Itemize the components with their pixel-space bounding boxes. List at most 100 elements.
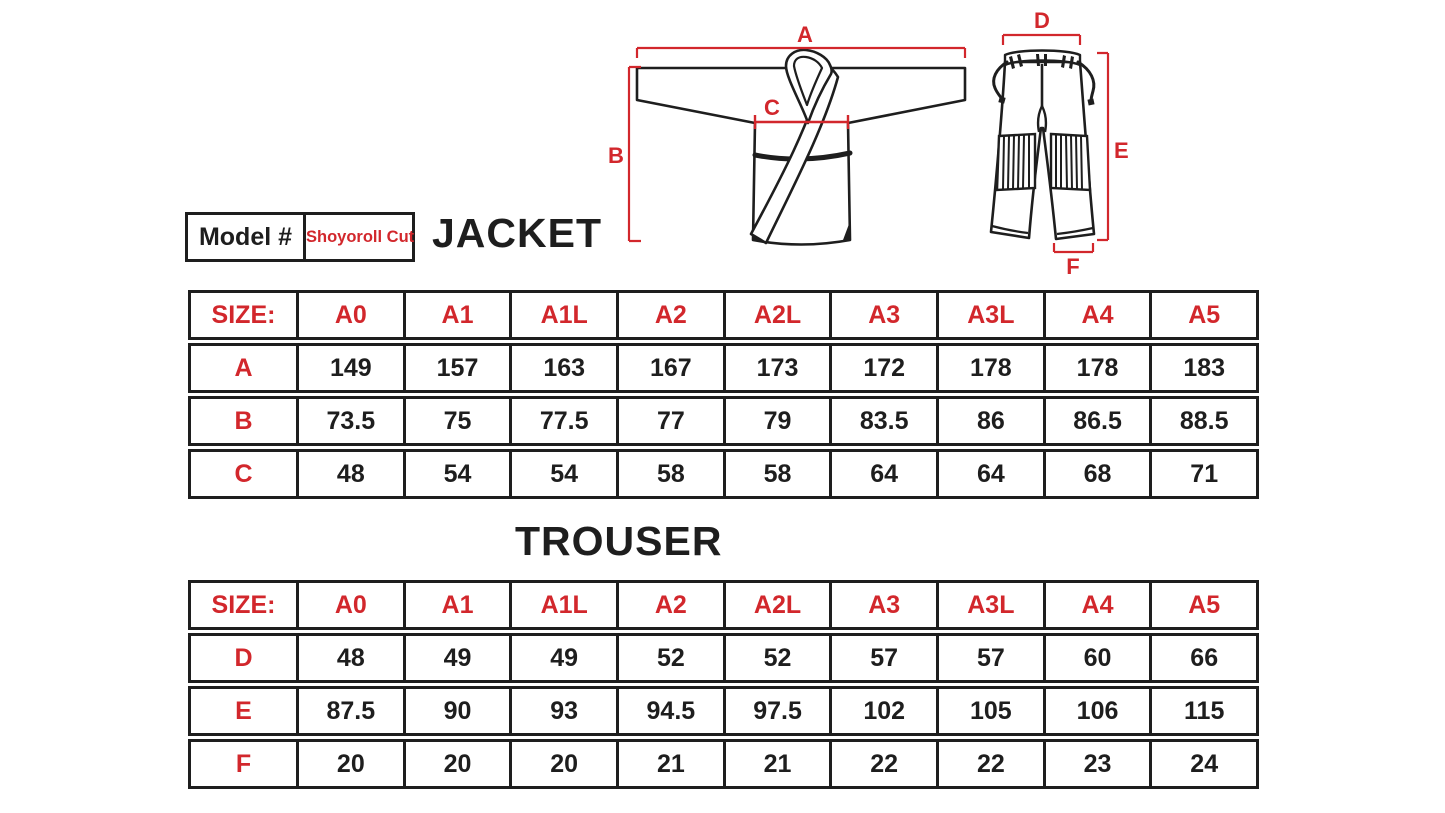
dimension-line-f [1052, 243, 1095, 254]
table-cell: 87.5 [296, 689, 403, 733]
column-header: A2 [616, 293, 723, 337]
table-cell: 54 [402, 452, 510, 496]
column-header: A5 [1149, 583, 1256, 627]
table-row: E 87.5 90 93 94.5 97.5 102 105 106 115 [188, 686, 1259, 736]
table-cell: 86.5 [1042, 399, 1150, 443]
column-header: SIZE: [211, 590, 276, 619]
column-header: A4 [1042, 583, 1150, 627]
row-label: E [235, 696, 252, 725]
table-row: D 48 49 49 52 52 57 57 60 66 [188, 633, 1259, 683]
column-header: A3L [936, 583, 1043, 627]
table-cell: 58 [616, 452, 723, 496]
jacket-slit-right [843, 224, 850, 241]
table-cell: 149 [296, 346, 403, 390]
table-cell: 48 [296, 452, 403, 496]
table-cell: 24 [1149, 742, 1256, 786]
table-cell: 52 [722, 636, 830, 680]
table-cell: 97.5 [722, 689, 830, 733]
table-cell: 183 [1149, 346, 1256, 390]
column-header: A3 [829, 293, 936, 337]
table-cell: 73.5 [296, 399, 403, 443]
dimension-line-b [627, 65, 641, 243]
table-cell: 60 [1042, 636, 1150, 680]
table-cell: 49 [509, 636, 616, 680]
dimension-line-a [635, 46, 967, 58]
table-row: C 48 54 54 58 58 64 64 68 71 [188, 449, 1259, 499]
table-cell: 22 [936, 742, 1043, 786]
dimension-label-f: F [1066, 254, 1079, 278]
column-header: A0 [296, 293, 403, 337]
row-label: B [234, 406, 253, 435]
jacket-collar-inner [792, 55, 824, 107]
column-header: SIZE: [211, 300, 276, 329]
table-cell: 167 [616, 346, 723, 390]
dimension-label-e: E [1114, 138, 1129, 163]
trouser-section-title: TROUSER [515, 518, 723, 564]
table-cell: 21 [616, 742, 723, 786]
table-cell: 77.5 [509, 399, 616, 443]
trouser-cuff-left [991, 224, 1029, 235]
column-header: A1L [509, 583, 616, 627]
table-cell: 20 [296, 742, 403, 786]
column-header: A3L [936, 293, 1043, 337]
model-number-label: Model # [188, 215, 306, 259]
column-header: A2 [616, 583, 723, 627]
dimension-line-e [1097, 51, 1110, 242]
trouser-kneepad-left [995, 132, 1037, 192]
table-cell: 105 [936, 689, 1043, 733]
column-header: A2L [722, 583, 830, 627]
jacket-section-title: JACKET [432, 210, 603, 256]
table-cell: 64 [936, 452, 1043, 496]
table-header-row: SIZE: A0 A1 A1L A2 A2L A3 A3L A4 A5 [188, 580, 1259, 630]
table-cell: 178 [1042, 346, 1150, 390]
table-header-row: SIZE: A0 A1 A1L A2 A2L A3 A3L A4 A5 [188, 290, 1259, 340]
trouser-drawstring-left [992, 60, 1009, 101]
trouser-diagram: D E F [955, 8, 1145, 283]
model-number-box: Model # Shoyoroll Cut [185, 212, 415, 262]
table-cell: 163 [509, 346, 616, 390]
dimension-label-d: D [1034, 8, 1050, 33]
table-cell: 23 [1042, 742, 1150, 786]
dimension-line-d [1001, 33, 1082, 45]
table-cell: 57 [829, 636, 936, 680]
table-cell: 71 [1149, 452, 1256, 496]
table-cell: 57 [936, 636, 1043, 680]
table-cell: 93 [509, 689, 616, 733]
table-cell: 77 [616, 399, 723, 443]
table-cell: 94.5 [616, 689, 723, 733]
table-cell: 20 [509, 742, 616, 786]
table-cell: 48 [296, 636, 403, 680]
table-cell: 86 [936, 399, 1043, 443]
table-cell: 54 [509, 452, 616, 496]
dimension-label-c: C [764, 95, 780, 120]
table-cell: 83.5 [829, 399, 936, 443]
dimension-line-c [753, 115, 850, 129]
table-cell: 173 [722, 346, 830, 390]
model-number-value: Shoyoroll Cut [306, 227, 415, 246]
table-cell: 22 [829, 742, 936, 786]
table-cell: 79 [722, 399, 830, 443]
column-header: A0 [296, 583, 403, 627]
row-label: A [234, 353, 253, 382]
trouser-drawstring-left-tip [998, 96, 1006, 104]
trouser-kneepad-left-stripes [1002, 134, 1030, 190]
table-row: B 73.5 75 77.5 77 79 83.5 86 86.5 88.5 [188, 396, 1259, 446]
dimension-label-a: A [797, 22, 813, 47]
table-cell: 66 [1149, 636, 1256, 680]
column-header: A1 [402, 293, 510, 337]
table-cell: 106 [1042, 689, 1150, 733]
row-label: D [234, 643, 253, 672]
column-header: A1 [402, 583, 510, 627]
table-cell: 157 [402, 346, 510, 390]
table-cell: 64 [829, 452, 936, 496]
table-cell: 21 [722, 742, 830, 786]
row-label: F [235, 749, 252, 778]
table-row: F 20 20 20 21 21 22 22 23 24 [188, 739, 1259, 789]
table-cell: 90 [402, 689, 510, 733]
column-header: A1L [509, 293, 616, 337]
dimension-label-b: B [608, 143, 624, 168]
column-header: A4 [1042, 293, 1150, 337]
jacket-lapel-band [749, 62, 840, 245]
trouser-drawstring-right [1076, 60, 1096, 103]
